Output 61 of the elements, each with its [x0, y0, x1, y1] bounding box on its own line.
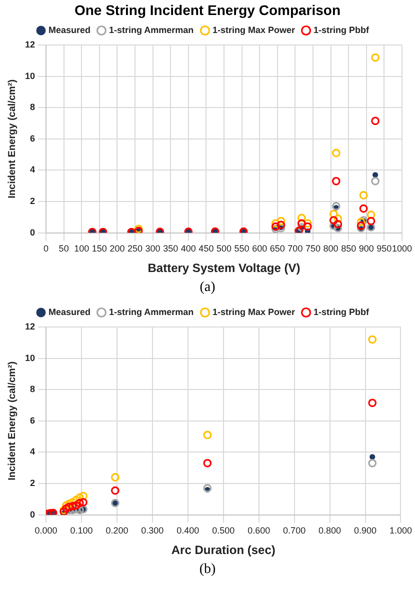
y-tick-label: 0 [30, 509, 36, 520]
legend-label: Measured [48, 24, 91, 35]
y-tick-label: 6 [30, 415, 36, 426]
x-tick-label: 50 [58, 244, 69, 254]
x-tick-label: 450 [198, 244, 214, 254]
text: (a) [198, 280, 216, 296]
legend-label: 1-string Ammerman [108, 306, 194, 317]
legend-label: 1-string Ammerman [108, 24, 194, 35]
y-tick-label: 6 [30, 133, 36, 144]
x-tick-label: 150 [92, 244, 107, 254]
x-axis-title: Battery System Voltage (V) [148, 261, 300, 276]
y-tick-label: 2 [30, 478, 36, 488]
x-tick-label: 700 [288, 244, 303, 254]
y-tick-label: 8 [30, 102, 36, 112]
y-tick-label: 4 [30, 164, 36, 175]
x-tick-label: 0.100 [70, 526, 93, 536]
x-tick-label: 250 [127, 244, 143, 254]
y-tick-label: 8 [30, 384, 36, 394]
y-axis-title: Incident Energy (cal/cm²) [6, 79, 18, 198]
x-tick-label: 0.000 [34, 526, 58, 536]
text: (b) [198, 562, 217, 578]
x-tick-label: 0.600 [248, 526, 270, 536]
x-tick-label: 800 [323, 244, 338, 254]
legend-label: 1-string Max Power [212, 24, 296, 35]
x-tick-label: 550 [234, 244, 250, 254]
x-tick-label: 300 [145, 244, 160, 254]
x-tick-label: 200 [110, 244, 125, 254]
x-tick-label: 0.900 [354, 526, 377, 536]
x-tick-label: 850 [341, 244, 356, 254]
x-tick-label: 750 [305, 244, 321, 254]
y-tick-label: 12 [24, 321, 36, 332]
x-tick-label: 0.700 [283, 526, 306, 536]
x-tick-label: 1.000 [389, 526, 412, 536]
x-tick-label: 100 [74, 244, 90, 254]
legend-label: 1-string Pbbf [314, 306, 370, 317]
x-tick-label: 500 [216, 244, 232, 254]
x-axis-title: Arc Duration (sec) [171, 543, 276, 558]
x-tick-label: 400 [180, 244, 196, 254]
x-tick-label: 600 [252, 244, 268, 254]
x-tick-label: 0.400 [176, 526, 200, 536]
y-tick-label: 12 [24, 39, 36, 50]
x-tick-label: 1000 [392, 244, 412, 254]
x-tick-label: 900 [358, 244, 374, 254]
y-tick-label: 10 [24, 70, 36, 81]
x-tick-label: 350 [163, 244, 178, 254]
x-tick-label: 0.500 [212, 526, 235, 536]
legend-label: 1-string Max Power [212, 306, 296, 317]
chart-title: One String Incident Energy Comparison [73, 2, 342, 18]
legend-label: Measured [48, 306, 91, 317]
y-tick-label: 10 [24, 352, 36, 363]
y-tick-label: 2 [30, 196, 36, 206]
y-tick-label: 0 [30, 227, 36, 238]
x-tick-label: 0.300 [141, 526, 164, 536]
x-tick-label: 0.800 [318, 526, 342, 536]
y-axis-title: Incident Energy (cal/cm²) [6, 361, 18, 480]
x-tick-label: 0.200 [106, 526, 128, 536]
y-tick-label: 4 [30, 446, 36, 457]
x-tick-label: 950 [376, 244, 392, 254]
legend-label: 1-string Pbbf [314, 24, 370, 35]
x-tick-label: 0 [44, 244, 49, 254]
x-tick-label: 650 [270, 244, 285, 254]
